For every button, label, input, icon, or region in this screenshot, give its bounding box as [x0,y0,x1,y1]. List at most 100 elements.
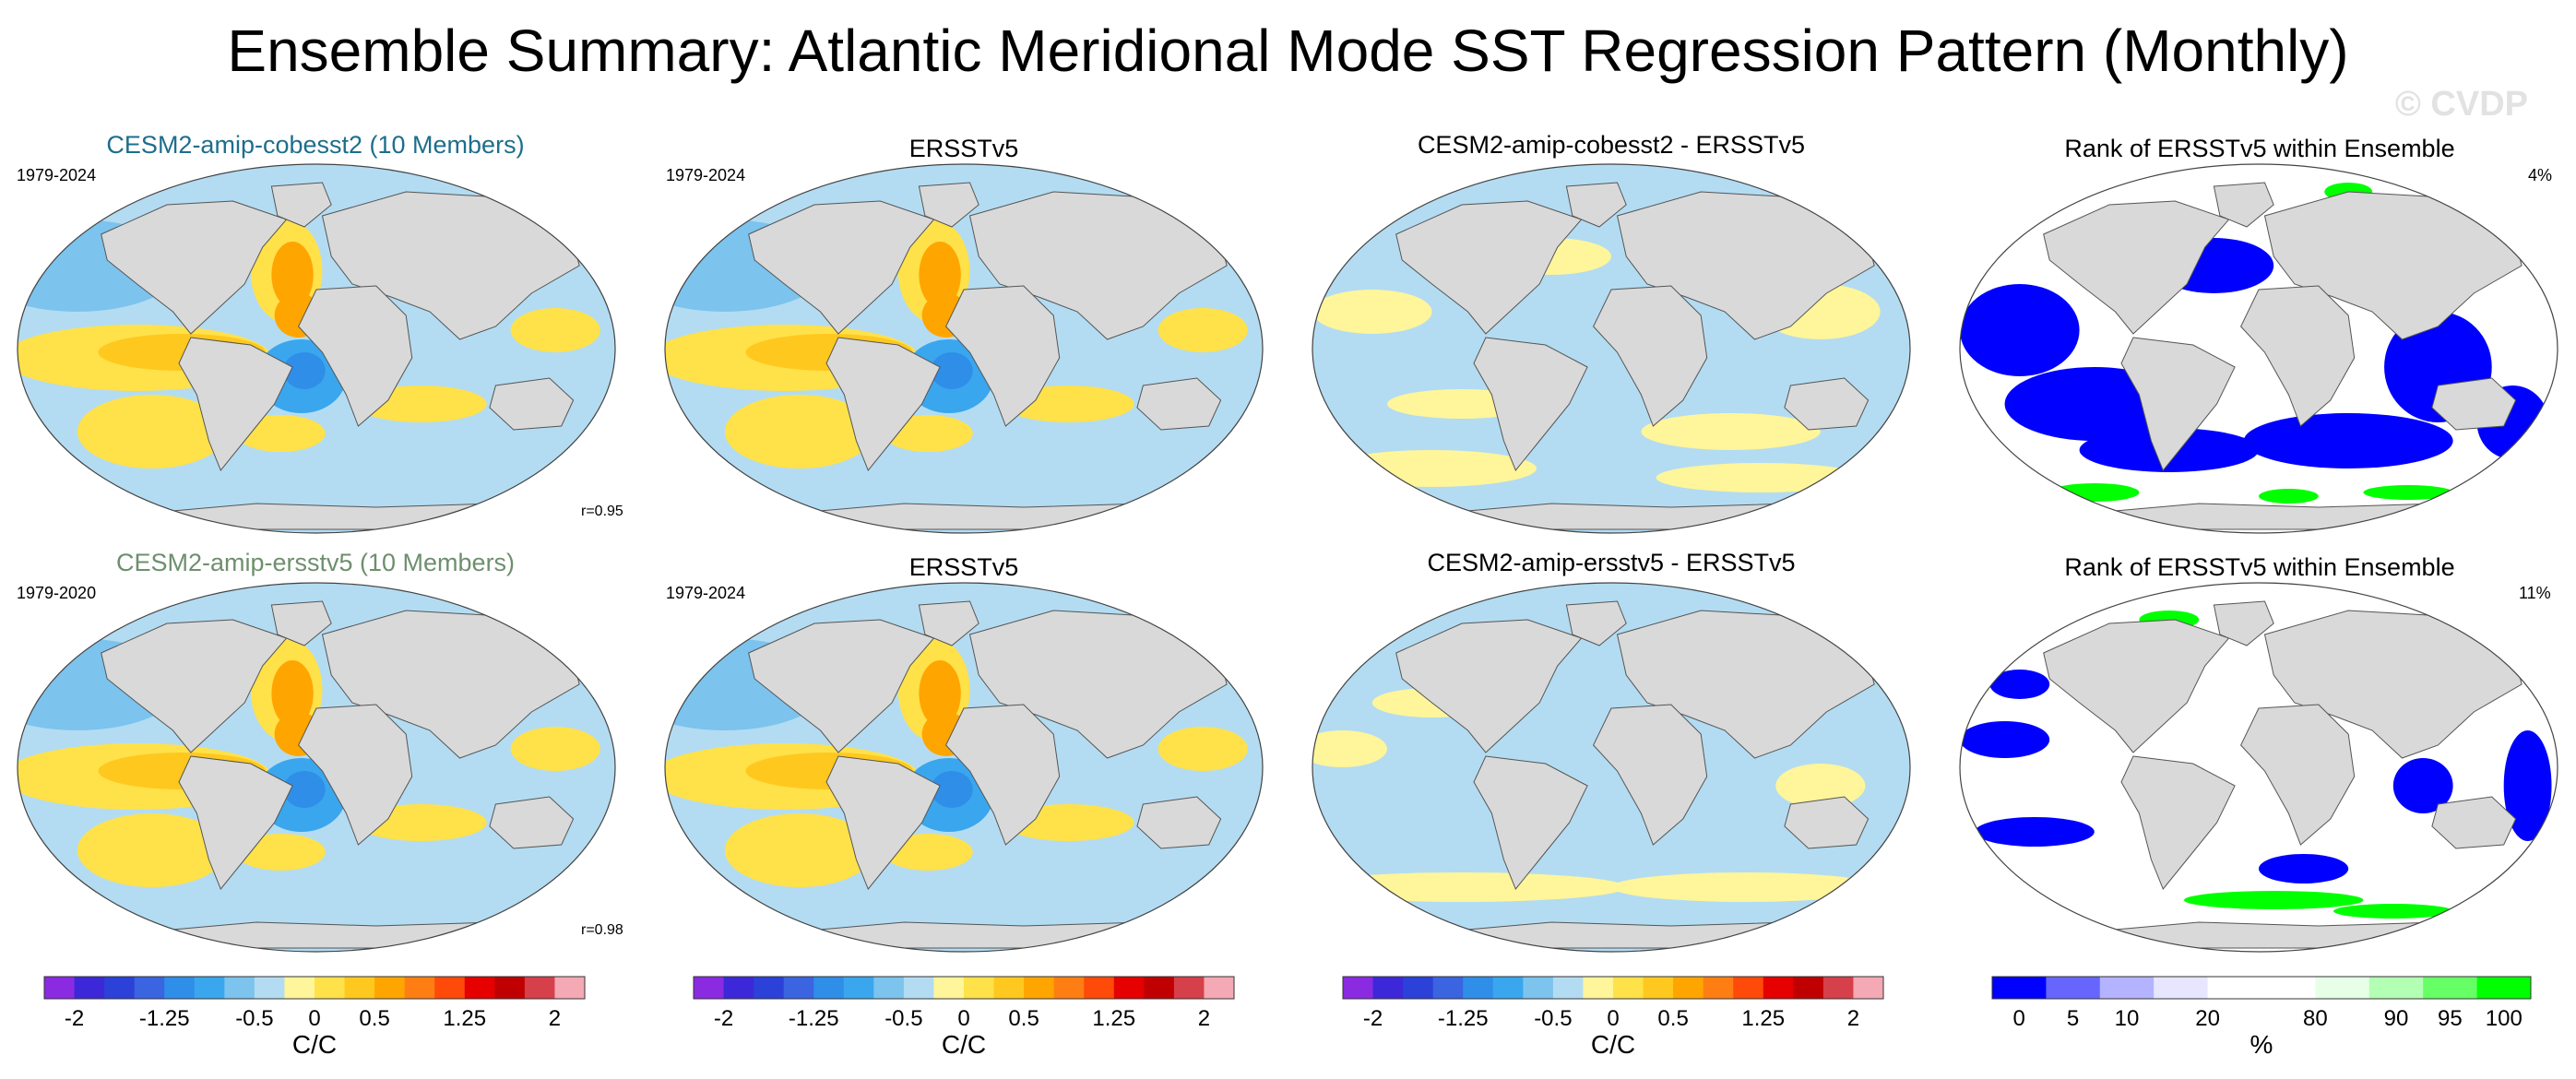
land-australia [489,796,575,849]
rank-percent-2: 11% [2519,584,2551,602]
colorbar-frame [1342,976,1884,1000]
anomaly-region [2259,854,2349,883]
colorbar-tick-label: 1.25 [1092,1006,1136,1031]
colorbar-tick-label: -0.5 [884,1006,923,1031]
land-africa [945,704,1061,846]
colorbar-swatch [194,977,225,999]
colorbar-swatch [873,977,905,999]
land-africa [1593,285,1708,427]
land-southAmerica [1473,755,1588,890]
colorbar-swatch [464,977,495,999]
land-northAmerica [101,619,288,753]
anomaly-region [1641,413,1821,450]
map-panel-model-1 [18,164,615,533]
panel-title-obs-2: ERSSTv5 [908,553,1019,581]
colorbar-swatch [1673,977,1704,999]
colorbar-tick-label: 0 [1607,1006,1620,1031]
anomaly-region [724,813,874,887]
land-greenland [2213,182,2274,228]
land-greenland [270,600,332,646]
colorbar-swatch [2046,977,2101,999]
map-border [17,163,616,534]
colorbar-swatch [284,977,315,999]
colorbar-swatch [783,977,814,999]
colorbar-tick-label: 0.5 [1008,1006,1039,1031]
anomaly-region [1960,721,2050,758]
anomaly-region [77,813,227,887]
colorbar-swatch [1992,977,2047,999]
colorbar-swatch [134,977,165,999]
anomaly-region [283,352,326,389]
colorbar-swatch [1523,977,1554,999]
period-label-model-1: 1979-2024 [17,166,97,184]
colorbar-tick-label: 0 [308,1006,321,1031]
map-panel-rank-1 [1960,164,2558,533]
colorbar-tick-label: -1.25 [138,1006,190,1031]
colorbar-swatch [903,977,934,999]
pattern-correlation-1: r=0.95 [581,504,623,519]
anomaly-region [1960,284,2080,376]
anomaly-region [2184,891,2364,909]
land-australia [1136,796,1222,849]
anomaly-region [1989,670,2050,699]
colorbar-tick-label: 2 [1197,1006,1211,1031]
panel-title-obs-1: ERSSTv5 [908,135,1019,162]
colorbar-tick-label: -2 [713,1006,734,1031]
colorbar-tick-label: 0 [957,1006,970,1031]
colorbar-swatch [1763,977,1794,999]
land-northAmerica [2043,200,2230,335]
colorbar-swatch [2315,977,2370,999]
land-greenland [918,600,979,646]
anomaly-region [1312,290,1432,334]
land-greenland [2213,600,2274,646]
anomaly-region [77,395,227,468]
land-australia [1784,796,1870,849]
period-label-obs-2: 1979-2024 [666,584,746,602]
colorbar-swatch [2476,977,2532,999]
colorbar-swatch [254,977,285,999]
land-australia [1784,377,1870,431]
anomaly-region [931,352,973,389]
anomaly-region [931,771,973,808]
colorbar-swatch [2099,977,2155,999]
colorbar-swatch [344,977,375,999]
map-border [1959,582,2558,953]
anomaly-region [1975,817,2095,847]
colorbar-tick-label: -1.25 [1437,1006,1489,1031]
colorbar-tick-label: -0.5 [235,1006,274,1031]
colorbar-swatch [315,977,346,999]
anomaly-region [2503,730,2552,841]
colorbar-swatch [1613,977,1644,999]
anomaly-region [1312,730,1388,767]
panel-title-model-1: CESM2-amip-cobesst2 (10 Members) [106,131,525,159]
anomaly-region [919,242,961,308]
colorbar-tick-label: 10 [2114,1006,2140,1031]
land-greenland [270,182,332,228]
panel-title-rank-2: Rank of ERSSTv5 within Ensemble [2064,553,2455,581]
colorbar-swatch [1173,977,1205,999]
colorbar-tick-label: 100 [2485,1006,2523,1031]
colorbar-swatch [1403,977,1434,999]
land-southAmerica [178,755,293,890]
map-border [1312,163,1911,534]
colorbar-swatch [1343,977,1374,999]
anomaly-region [724,395,874,468]
colorbar-tick-label: -0.5 [1534,1006,1573,1031]
colorbar-swatch [1113,977,1145,999]
colorbar-tick-label: 0.5 [359,1006,390,1031]
anomaly-region [283,771,326,808]
land-southAmerica [825,755,941,890]
land-southAmerica [2120,755,2236,890]
panel-title-rank-1: Rank of ERSSTv5 within Ensemble [2064,135,2455,162]
colorbar-swatch [843,977,874,999]
panel-title-diff-1: CESM2-amip-cobesst2 - ERSSTv5 [1417,131,1806,159]
colorbar-tick-label: 80 [2303,1006,2328,1031]
colorbar-swatch [2207,977,2262,999]
colorbar-swatch [1853,977,1884,999]
colorbar-frame [43,976,586,1000]
colorbar-unit: C/C [291,1030,338,1059]
colorbar-unit: % [2250,1030,2273,1059]
colorbar-swatch [74,977,105,999]
land-northAmerica [748,619,935,753]
